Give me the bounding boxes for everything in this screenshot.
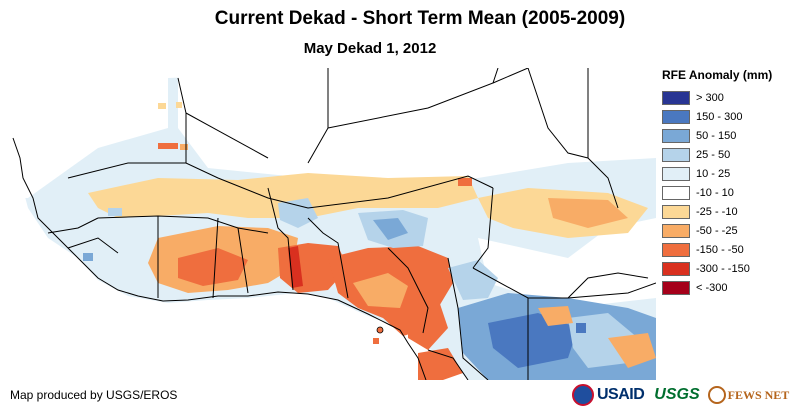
usaid-logo: USAID	[597, 386, 645, 403]
legend: RFE Anomaly (mm) > 300 150 - 300 50 - 150 2…	[662, 68, 796, 297]
legend-swatch	[662, 166, 690, 181]
fews-net-logo: FEWS NET	[727, 387, 790, 402]
legend-item: -50 - -25	[662, 221, 796, 240]
legend-label: 150 - 300	[696, 110, 743, 123]
legend-item: 50 - 150	[662, 126, 796, 145]
legend-item: 150 - 300	[662, 107, 796, 126]
legend-item: 10 - 25	[662, 164, 796, 183]
usgs-logo: USGS	[654, 386, 700, 403]
country-borders	[12, 68, 656, 380]
legend-item: -150 - -50	[662, 240, 796, 259]
legend-item: -10 - 10	[662, 183, 796, 202]
legend-swatch	[662, 109, 690, 124]
legend-label: 10 - 25	[696, 167, 731, 180]
legend-label: > 300	[696, 91, 724, 104]
legend-swatch	[662, 147, 690, 162]
legend-item: < -300	[662, 278, 796, 297]
legend-item: 25 - 50	[662, 145, 796, 164]
legend-swatch	[662, 242, 690, 257]
legend-label: -50 - -25	[696, 224, 738, 237]
map-subtitle: May Dekad 1, 2012	[303, 40, 437, 57]
legend-label: -300 - -150	[696, 262, 750, 275]
legend-swatch	[662, 280, 690, 295]
legend-swatch	[662, 223, 690, 238]
legend-label: -25 - -10	[696, 205, 738, 218]
anomaly-fields	[8, 68, 656, 380]
legend-label: < -300	[696, 281, 728, 294]
legend-label: -150 - -50	[696, 243, 744, 256]
legend-swatch	[662, 185, 690, 200]
coastline	[12, 137, 427, 380]
fews-seal-icon	[707, 386, 726, 404]
legend-title: RFE Anomaly (mm)	[662, 68, 773, 82]
legend-label: -10 - 10	[696, 186, 734, 199]
map-title: Current Dekad - Short Term Mean (2005-20…	[214, 8, 626, 29]
logo-strip: USAID USGS FEWS NET	[572, 378, 794, 412]
legend-label: 25 - 50	[696, 148, 731, 161]
legend-items: > 300 150 - 300 50 - 150 25 - 50 10 - 25 -10 …	[662, 88, 796, 297]
bioko-island	[376, 326, 384, 334]
legend-item: -25 - -10	[662, 202, 796, 221]
usaid-seal-icon	[572, 384, 594, 406]
legend-swatch	[662, 261, 690, 276]
legend-label: 50 - 150	[696, 129, 737, 142]
legend-swatch	[662, 204, 690, 219]
legend-swatch	[662, 128, 690, 143]
credit-text: Map produced by USGS/EROS	[10, 388, 178, 402]
anomaly-map	[8, 68, 656, 380]
legend-item: > 300	[662, 88, 796, 107]
legend-swatch	[662, 90, 690, 105]
legend-item: -300 - -150	[662, 259, 796, 278]
